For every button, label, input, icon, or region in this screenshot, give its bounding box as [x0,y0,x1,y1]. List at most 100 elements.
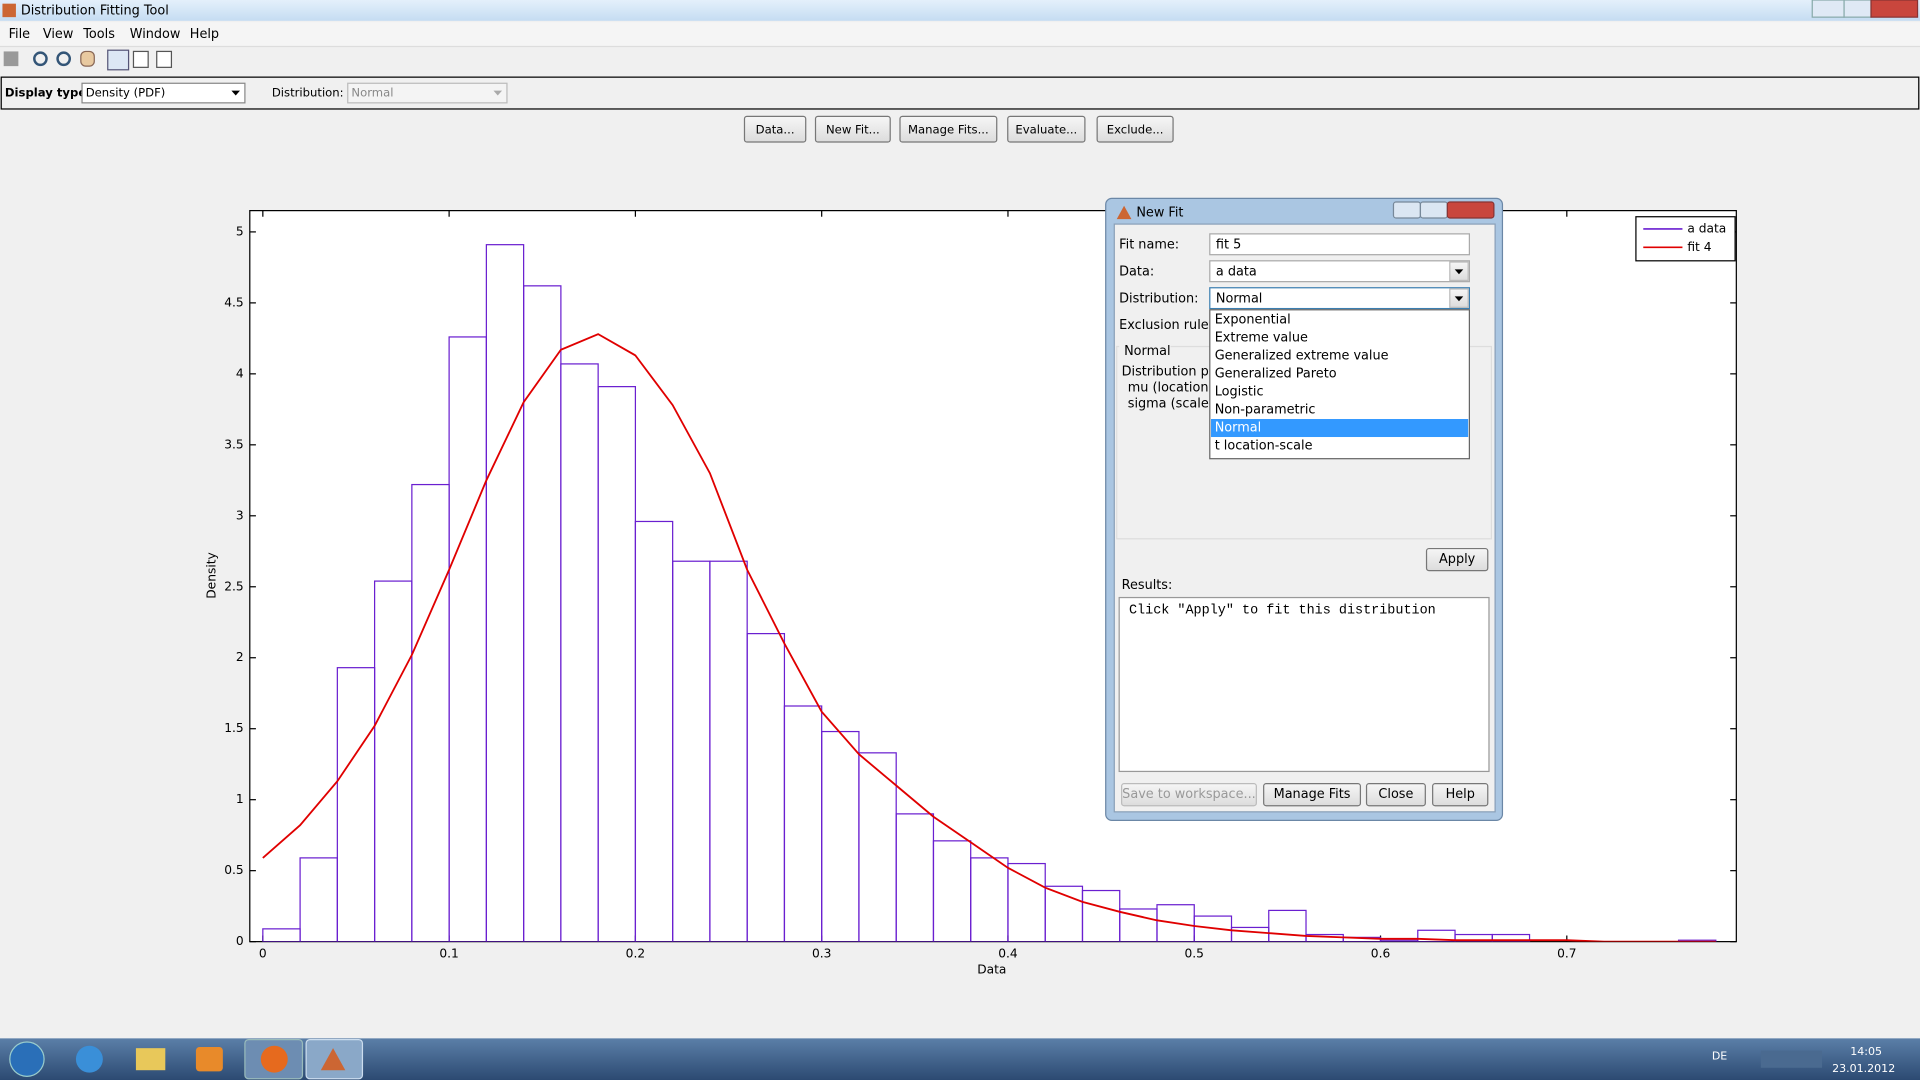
panel-label-bg [1119,344,1171,359]
explorer-icon[interactable] [135,1048,166,1071]
tool-button[interactable] [1096,115,1174,143]
dialog-button-label: Close [1378,787,1413,802]
legend-toggle[interactable] [107,49,130,71]
y-tick-label: 1 [236,792,244,806]
dialog-close[interactable] [1446,201,1495,219]
apply-label: Apply [1439,552,1476,567]
dialog-maximize[interactable] [1419,201,1448,219]
combo-arrow [1454,269,1464,275]
text-input[interactable] [1209,233,1470,256]
window-title: Distribution Fitting Tool [21,4,169,19]
field-label: Exclusion rule: [1119,318,1213,333]
zoom-out-icon[interactable] [56,51,72,67]
dialog-minimize[interactable] [1392,201,1422,219]
dropdown-option[interactable]: Generalized Pareto [1215,367,1337,382]
field-label: Fit name: [1119,237,1179,252]
menu-item[interactable]: File [9,27,31,42]
combo-box[interactable] [1209,260,1470,283]
dropdown-option[interactable]: t location-scale [1215,439,1313,454]
display-type-combo[interactable] [81,82,246,104]
tool-button-label: Evaluate... [1015,122,1077,136]
apply-button[interactable] [1425,547,1489,572]
matlab-icon [320,1048,346,1071]
language: DE [1712,1050,1727,1063]
dialog-button-label: Manage Fits [1274,787,1351,802]
minimize-button[interactable] [1811,0,1845,18]
dialog-button[interactable] [1263,783,1362,807]
legend-label: a data [1687,221,1726,235]
ie-icon[interactable] [75,1045,103,1073]
pan-icon[interactable] [80,50,95,67]
dropdown-option[interactable]: Normal [1215,421,1261,436]
combo-arrow [231,90,240,96]
start-button[interactable] [9,1041,45,1077]
menu-item[interactable]: View [43,27,73,42]
legend-label: fit 4 [1687,240,1711,254]
tool-button-label: New Fit... [826,122,880,136]
dialog-button[interactable] [1432,783,1489,807]
dialog-button [1121,783,1257,807]
combo-arrow [1454,296,1464,302]
media-icon[interactable] [195,1046,223,1072]
tool-button[interactable] [743,115,807,143]
dropdown-option[interactable]: Non-parametric [1215,403,1316,418]
tool-button[interactable] [1007,115,1086,143]
zoom-in-icon[interactable] [33,51,48,67]
restore-icon[interactable] [156,50,173,68]
y-tick-label: 2.5 [224,579,243,593]
dropdown-option[interactable]: Logistic [1215,385,1264,400]
x-tick-label: 0.7 [1557,946,1576,960]
dialog-button[interactable] [1365,783,1426,807]
menu-item[interactable]: Window [130,27,181,42]
maximize-button[interactable] [1843,0,1872,18]
tool-button-label: Exclude... [1107,122,1164,136]
distribution-value: Normal [351,86,393,100]
dropdown-option[interactable]: Extreme value [1215,331,1308,346]
display-row [0,76,1920,110]
fit-line [262,333,1716,942]
results-text: Click "Apply" to fit this distribution [1129,603,1436,618]
x-tick-label: 0.3 [812,946,831,960]
menu-item[interactable]: Help [190,27,219,42]
display-type-value: Density (PDF) [86,86,166,100]
display-type-label: Display type: [5,86,91,100]
dropdown-option[interactable]: Exponential [1215,313,1291,328]
dropdown-option[interactable]: Generalized extreme value [1215,349,1389,364]
tool-button-label: Data... [756,122,795,136]
toolbar [3,49,173,71]
param-label: sigma (scale) [1128,397,1214,412]
x-tick-label: 0 [259,946,267,960]
tool-button-label: Manage Fits... [908,122,989,136]
histogram-bar [1491,933,1531,942]
y-tick-label: 5 [236,224,244,238]
dialog-button-label: Help [1446,787,1475,802]
y-tick-label: 1.5 [224,721,243,735]
grid-toggle[interactable] [132,50,149,68]
tool-button[interactable] [899,115,998,143]
x-tick-label: 0.4 [998,946,1018,960]
results-label: Results: [1122,578,1173,593]
y-tick-label: 3.5 [224,437,243,451]
field-value: a data [1216,264,1257,279]
menu-item[interactable]: Tools [82,27,115,42]
x-tick-label: 0.5 [1185,946,1204,960]
app-icon [2,3,16,18]
histogram-bar [1268,909,1307,942]
combo-box[interactable] [1209,287,1470,310]
close-button[interactable] [1870,0,1919,18]
print-icon[interactable] [3,51,19,67]
tray-icons [1760,1050,1823,1068]
section-label: Normal [1124,344,1170,359]
field-label: Distribution: [1119,291,1198,306]
field-value: fit 5 [1216,237,1241,252]
x-tick-label: 0.2 [626,946,645,960]
axes [249,210,1737,943]
field-label: Data: [1119,264,1154,279]
title-bar [0,0,1920,21]
x-axis-label: Data [977,962,1006,976]
tool-button[interactable] [814,115,891,143]
y-axis-label: Density [204,552,218,599]
distribution-label: Distribution: [272,86,344,100]
